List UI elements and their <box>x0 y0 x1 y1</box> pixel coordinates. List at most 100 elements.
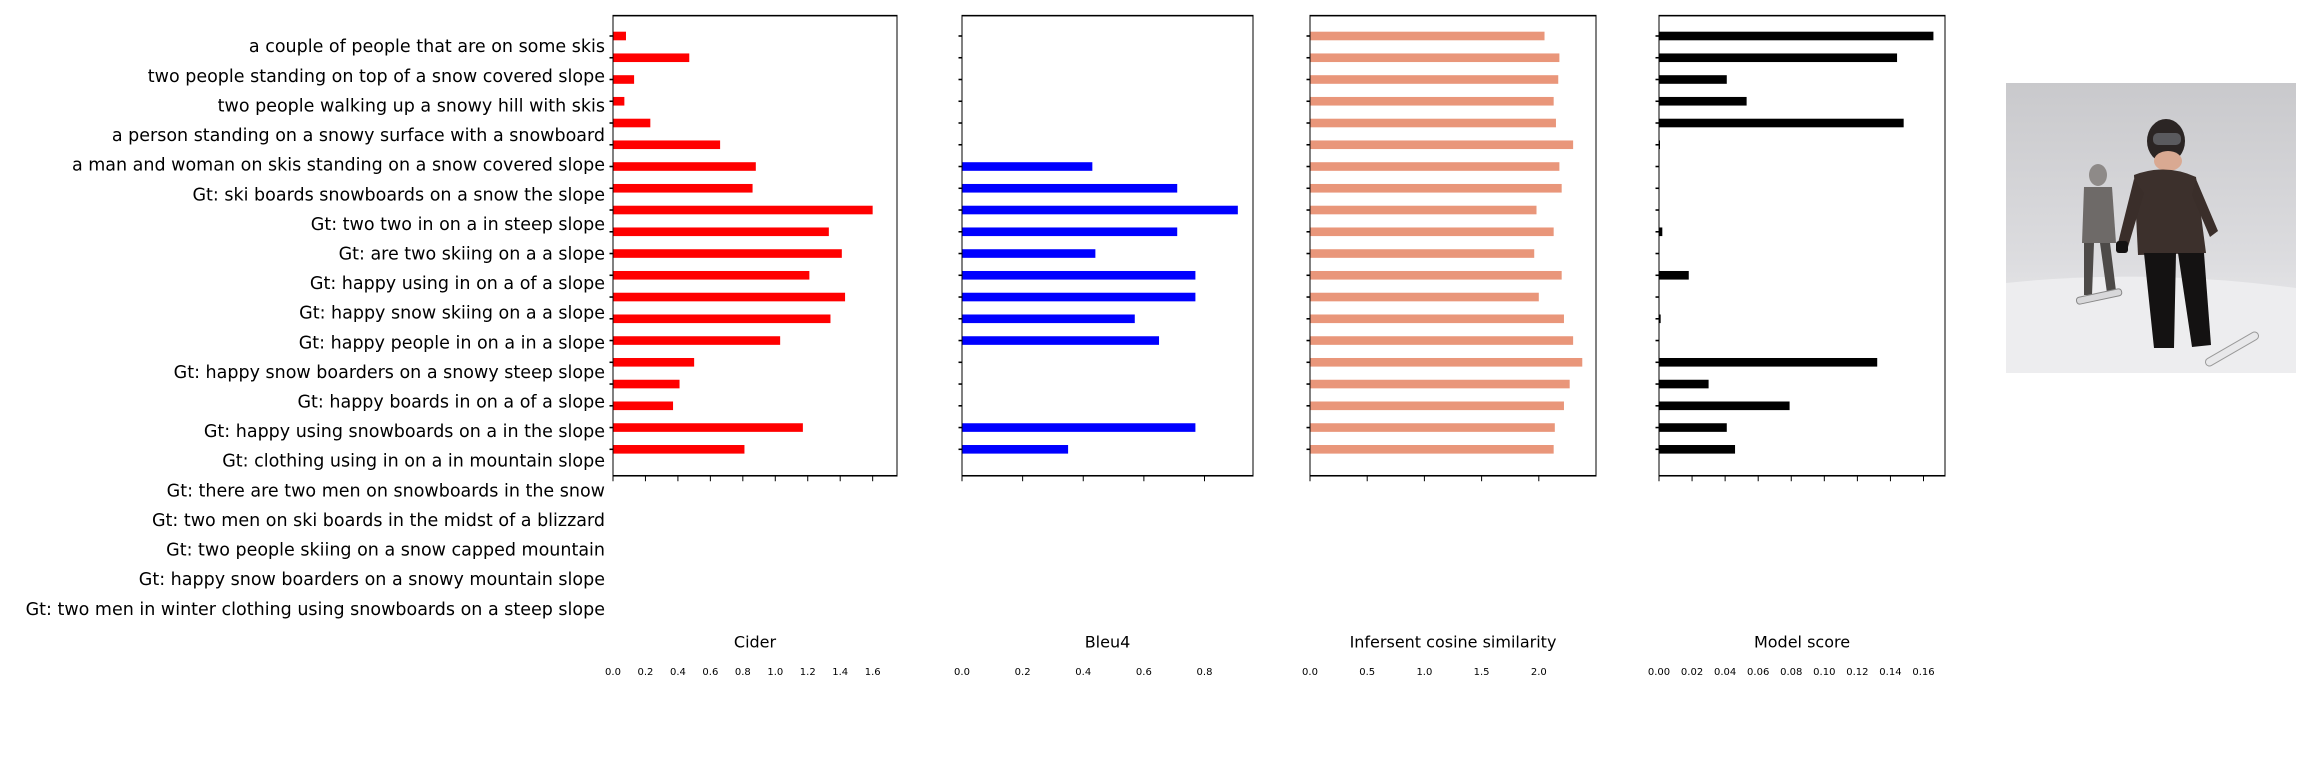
snowboarders-photo <box>2006 83 2296 373</box>
x-tick-label: 0.4 <box>670 667 686 678</box>
category-label: Gt: ski boards snowboards on a snow the … <box>193 185 606 205</box>
bar <box>1310 183 1562 193</box>
bar <box>1310 249 1535 258</box>
category-label: a man and woman on skis standing on a sn… <box>72 156 605 176</box>
bar <box>1310 31 1545 41</box>
bar <box>1659 423 1727 432</box>
x-tick-label: 1.6 <box>865 667 881 678</box>
category-label: Gt: happy snow skiing on a a slope <box>299 304 605 324</box>
category-label: Gt: clothing using in on a in mountain s… <box>222 452 605 472</box>
axes-frame <box>1658 14 1946 477</box>
category-label: Gt: happy people in on a in a slope <box>299 333 605 353</box>
bar <box>613 379 680 389</box>
bar <box>613 357 695 367</box>
bar <box>962 162 1093 171</box>
category-label: two people walking up a snowy hill with … <box>218 96 605 116</box>
panel-infersent-cosine-similarity: 0.0 0.5 1.0 1.5 2.0 Infersent cosine similari… <box>1302 14 1597 678</box>
bar <box>613 183 753 193</box>
bar <box>613 96 625 106</box>
bar <box>1310 292 1539 302</box>
x-tick-label: 0.0 <box>954 667 970 678</box>
bar <box>1310 118 1556 128</box>
category-label: Gt: two men on ski boards in the midst o… <box>152 511 605 531</box>
bar <box>962 249 1096 258</box>
bar <box>1310 336 1574 345</box>
bar <box>1659 314 1661 324</box>
bar <box>962 423 1196 432</box>
category-label: Gt: two men in winter clothing using sno… <box>26 600 605 620</box>
bar <box>613 292 846 302</box>
bar <box>1310 140 1574 150</box>
bar <box>1659 53 1898 63</box>
bar <box>1310 53 1560 63</box>
x-tick-label: 1.2 <box>800 667 816 678</box>
category-label: two people standing on top of a snow cov… <box>148 67 605 87</box>
category-label: a person standing on a snowy surface wit… <box>112 126 605 146</box>
bar <box>613 31 626 41</box>
x-tick-label: 1.4 <box>832 667 848 678</box>
x-axis-label: Model score <box>1754 633 1850 652</box>
x-tick-label: 1.5 <box>1474 667 1490 678</box>
x-tick-label: 0.06 <box>1747 667 1769 678</box>
bar <box>1310 445 1554 454</box>
x-tick-label: 1.0 <box>767 667 783 678</box>
bar <box>613 140 721 150</box>
category-label: Gt: two people skiing on a snow capped m… <box>166 541 605 561</box>
x-tick-label: 0.6 <box>1136 667 1152 678</box>
category-label: Gt: are two skiing on a a slope <box>339 244 605 264</box>
bar <box>1310 423 1555 432</box>
bar <box>1659 379 1709 389</box>
x-tick-label: 0.14 <box>1879 667 1901 678</box>
category-label: Gt: two two in on a in steep slope <box>311 215 605 235</box>
category-labels: a couple of people that are on some skis… <box>26 37 605 620</box>
bar <box>1659 118 1904 128</box>
bar <box>1310 379 1570 389</box>
category-label: Gt: happy snow boarders on a snowy mount… <box>139 570 605 590</box>
axes-frame <box>961 14 1254 477</box>
bar <box>613 249 842 258</box>
axes-frame <box>612 14 898 477</box>
bar <box>613 227 829 237</box>
panel-bleu4: 0.0 0.2 0.4 0.6 0.8 Bleu4 <box>954 14 1254 678</box>
x-axis-label: Infersent cosine similarity <box>1350 633 1557 652</box>
x-tick-label: 0.16 <box>1912 667 1934 678</box>
bar <box>962 314 1135 324</box>
bar <box>1659 401 1790 411</box>
bar <box>1310 401 1564 411</box>
bar <box>613 270 810 280</box>
panel-model-score: 0.00 0.02 0.04 0.06 0.08 0.10 0.12 0.14 0.16 Mode… <box>1648 14 1946 678</box>
panel-cider: 0.0 0.2 0.4 0.6 0.8 1.0 1.2 1.4 1.6 Cider <box>605 14 898 678</box>
x-tick-label: 0.5 <box>1359 667 1375 678</box>
x-tick-label: 0.0 <box>1302 667 1318 678</box>
bar <box>613 401 674 411</box>
bar <box>1310 357 1583 367</box>
bar <box>962 292 1196 302</box>
category-label: Gt: happy using in on a of a slope <box>310 274 605 294</box>
axes-frame <box>1309 14 1597 477</box>
bar <box>962 445 1069 454</box>
bar <box>613 53 690 63</box>
category-label: Gt: there are two men on snowboards in t… <box>167 481 605 501</box>
bar <box>1659 75 1727 84</box>
x-tick-label: 0.2 <box>638 667 654 678</box>
x-tick-label: 0.4 <box>1075 667 1091 678</box>
bar <box>613 118 651 128</box>
bar <box>613 75 635 84</box>
x-tick-label: 2.0 <box>1531 667 1547 678</box>
bar <box>1310 205 1537 215</box>
bar <box>613 162 756 171</box>
bar <box>1310 314 1564 324</box>
x-tick-label: 0.08 <box>1780 667 1802 678</box>
bar <box>1659 31 1934 41</box>
x-tick-label: 0.04 <box>1714 667 1736 678</box>
category-label: Gt: happy using snowboards on a in the s… <box>204 422 605 442</box>
bar <box>1310 75 1559 84</box>
x-tick-label: 0.02 <box>1681 667 1703 678</box>
x-tick-label: 0.8 <box>1197 667 1213 678</box>
x-tick-label: 0.12 <box>1846 667 1868 678</box>
bar <box>613 423 803 432</box>
bar <box>1310 270 1562 280</box>
category-label: Gt: happy boards in on a of a slope <box>298 393 606 413</box>
x-axis-label: Cider <box>734 633 777 652</box>
